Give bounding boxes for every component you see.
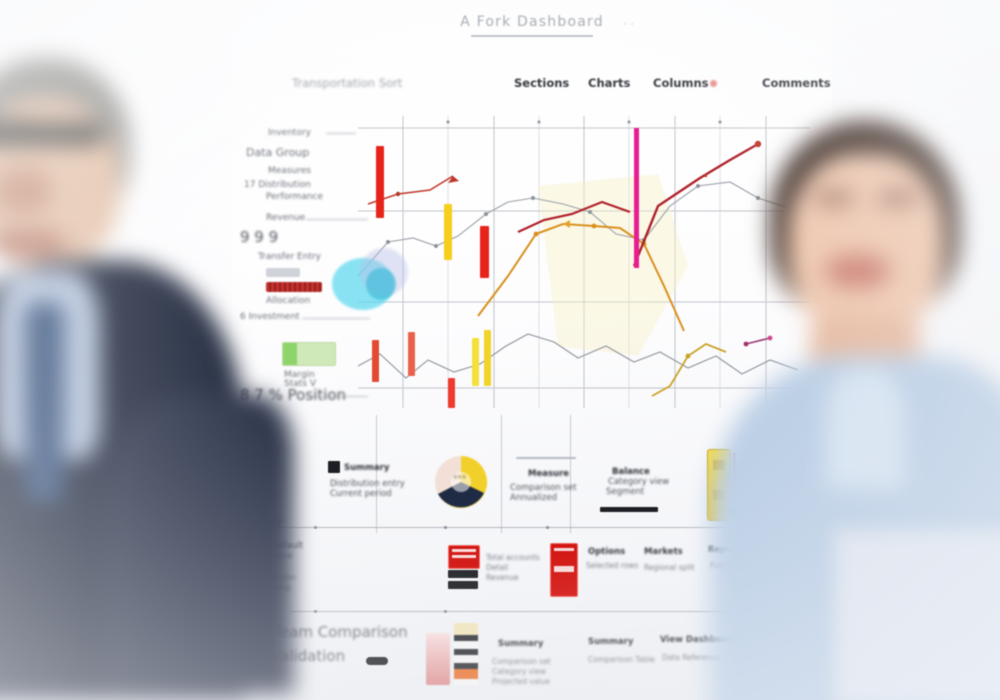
vdivider-1 [376, 415, 377, 533]
bar-yellow-3 [484, 330, 491, 386]
tab-bar: Transportation Sort Sections Charts Colu… [292, 76, 852, 98]
block-2-line1: Comparison set [510, 483, 577, 493]
bar-red-1 [376, 146, 384, 218]
rail-leader-1 [326, 133, 356, 134]
block-1-icon [328, 461, 340, 473]
tab-comments[interactable]: Comments [762, 76, 831, 90]
tick-c [546, 526, 549, 529]
bottom-block-l3: Projected value [492, 677, 550, 686]
tab-columns-badge-icon [710, 80, 718, 87]
title-dots: · · [623, 18, 634, 30]
marker-arrow [448, 176, 459, 183]
point-marker [704, 174, 707, 177]
focus-highlight [332, 248, 410, 310]
block-3-heading: Balance [612, 467, 650, 477]
block-6-heading: Options [588, 547, 626, 557]
bar-magenta-1 [634, 128, 639, 268]
tab-transportation[interactable]: Transportation Sort [292, 76, 403, 90]
block-7-heading: Markets [644, 547, 683, 557]
bottom-block-r1: Summary [588, 637, 634, 647]
block-1-line1: Distribution entry [330, 479, 405, 489]
presenter-man [0, 58, 294, 700]
block-5-line2: Detail [486, 563, 509, 572]
tab-sections[interactable]: Sections [514, 76, 570, 90]
bar-yellow-2 [472, 338, 479, 386]
bar-red-3 [372, 340, 379, 382]
red-card-1-sub-a [448, 570, 478, 578]
thumb-striped[interactable] [454, 623, 478, 685]
tick-a [314, 526, 317, 529]
block-1-line2: Current period [330, 489, 392, 499]
tab-charts[interactable]: Charts [588, 76, 631, 90]
block-2-line2: Annualized [510, 493, 557, 503]
bar-orange-1 [408, 332, 415, 376]
block-1-heading: Summary [344, 463, 390, 473]
marker [685, 353, 691, 359]
bottom-block-heading: Summary [498, 639, 544, 649]
marker [395, 191, 401, 197]
tab-columns[interactable]: Columns [653, 76, 718, 90]
bar-yellow-1 [444, 204, 452, 260]
block-5-line3: Revenue [486, 573, 519, 582]
red-card-2[interactable] [550, 543, 578, 597]
red-card-1[interactable] [448, 545, 480, 569]
title-underline [471, 35, 593, 37]
donut-value-label: ••• [453, 473, 467, 482]
thumb-pink[interactable] [426, 633, 450, 685]
tab-columns-label: Columns [653, 76, 709, 90]
tick-d [314, 610, 317, 613]
tick-e [444, 610, 447, 613]
rail-chip-green [282, 342, 336, 366]
bottom-pointer-icon [366, 657, 388, 665]
bar-red-4 [448, 378, 455, 408]
rail-note-3: Measures [268, 166, 311, 176]
block-7-line1: Regional split [644, 563, 695, 572]
board-header: A Fork Dashboard · · [402, 14, 662, 37]
red-card-1-sub-b [448, 581, 478, 589]
block-6-line1: Selected rows [586, 561, 639, 570]
block-3-caption [600, 507, 658, 512]
vdivider-3 [570, 415, 571, 533]
block-5-line1: Total accounts [486, 553, 540, 562]
bottom-block-l1: Comparison set [492, 657, 551, 666]
bottom-block-r2: Comparison Table [588, 655, 655, 664]
block-3-line2: Segment [606, 487, 645, 497]
rail-note-5: Performance [266, 192, 324, 202]
block-2-rule [516, 457, 576, 459]
rail-chip-red [266, 282, 322, 292]
rail-note-1: Inventory [268, 128, 311, 138]
bar-red-2 [480, 226, 489, 278]
tick-b [444, 526, 447, 529]
bottom-block-l2: Category view [492, 667, 546, 676]
glass-panel [835, 530, 1000, 700]
vdivider-2 [501, 415, 502, 533]
cyan-core [366, 268, 396, 300]
block-2-heading: Measure [528, 469, 570, 479]
block-3-line1: Category view [608, 477, 670, 487]
